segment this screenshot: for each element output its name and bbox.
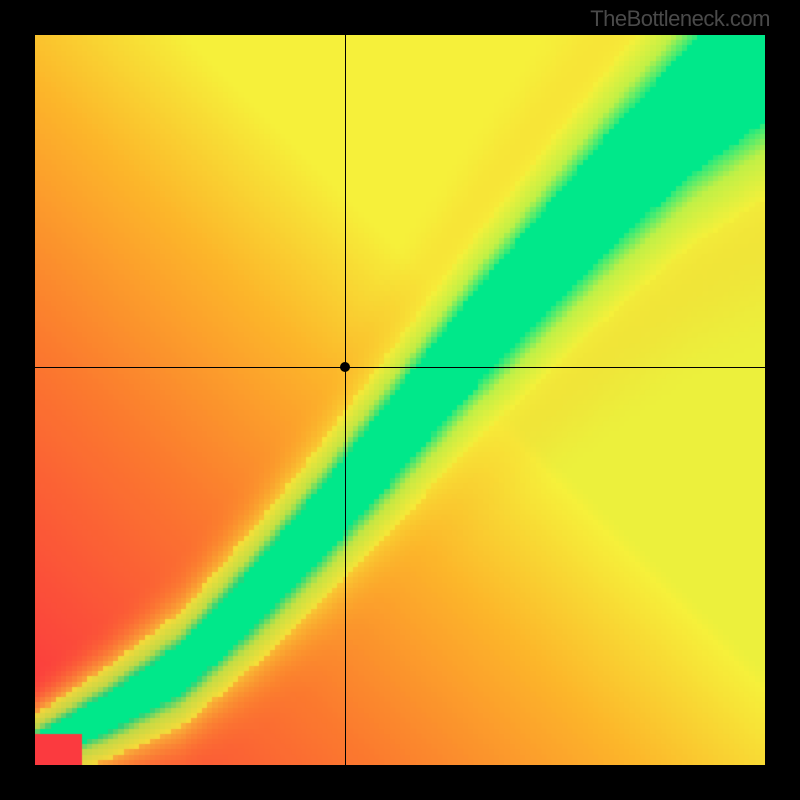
heatmap-canvas — [35, 35, 765, 765]
crosshair-marker — [340, 362, 350, 372]
crosshair-horizontal — [35, 367, 765, 368]
heatmap-plot — [35, 35, 765, 765]
watermark-text: TheBottleneck.com — [590, 6, 770, 32]
crosshair-vertical — [345, 35, 346, 765]
